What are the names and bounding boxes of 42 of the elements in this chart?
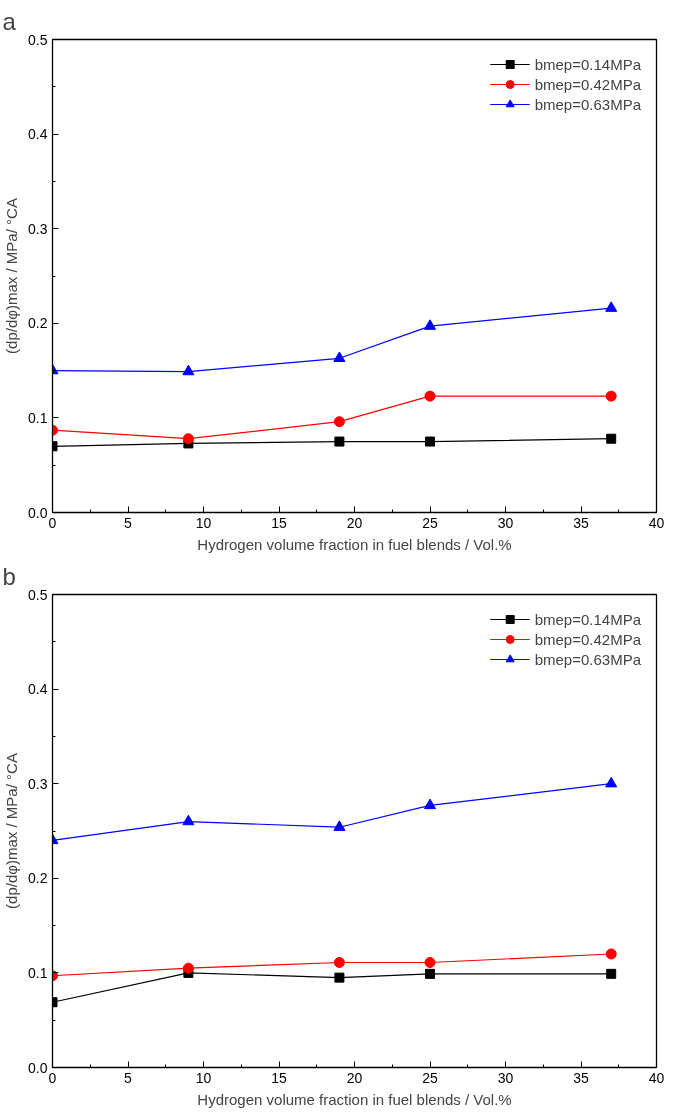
chart-title: b [2,562,16,590]
x-tick-label: 35 [573,514,589,531]
x-tick-label: 20 [346,514,363,531]
x-axis-title: Hydrogen volume fraction in fuel blends / Vol.% [197,535,512,553]
y-tick-label: 0.3 [28,220,48,237]
y-tick-label: 0.2 [28,315,48,332]
x-tick-label: 25 [422,1069,438,1086]
x-tick-label: 0 [48,514,57,531]
legend-label: bmep=0.14MPa [534,610,641,628]
x-tick-label: 40 [648,1069,665,1086]
x-tick-label: 35 [573,1069,589,1086]
y-tick-label: 0.4 [28,681,48,698]
x-tick-label: 40 [648,514,665,531]
x-tick-label: 10 [195,514,212,531]
x-tick-label: 5 [124,1069,133,1086]
legend-label: bmep=0.42MPa [534,75,641,93]
legend-label: bmep=0.14MPa [534,55,641,73]
y-tick-label: 0.1 [28,964,48,981]
x-tick-label: 30 [497,514,514,531]
y-tick-label: 0.3 [28,775,48,792]
x-tick-label: 0 [48,1069,57,1086]
y-tick-label: 0.4 [28,126,48,143]
y-tick-label: 0.1 [28,409,48,426]
y-tick-label: 0.5 [28,31,48,48]
x-tick-label: 30 [497,1069,514,1086]
y-tick-label: 0.2 [28,870,48,887]
legend-label: bmep=0.42MPa [534,630,641,648]
x-tick-label: 15 [271,514,287,531]
y-tick-label: 0.0 [28,1059,48,1076]
y-tick-label: 0.0 [28,504,48,521]
x-tick-label: 10 [195,1069,212,1086]
y-axis-title: (dp/dφ)max / MPa/ °CA [3,198,21,354]
x-axis-title: Hydrogen volume fraction in fuel blends / Vol.% [197,1090,512,1108]
x-tick-label: 25 [422,514,438,531]
y-axis-title: (dp/dφ)max / MPa/ °CA [3,753,21,909]
legend-label: bmep=0.63MPa [534,95,641,113]
x-tick-label: 5 [124,514,133,531]
x-tick-label: 15 [271,1069,287,1086]
x-tick-label: 20 [346,1069,363,1086]
chart-title: a [2,7,17,35]
legend-label: bmep=0.63MPa [534,650,641,668]
y-tick-label: 0.5 [28,586,48,603]
